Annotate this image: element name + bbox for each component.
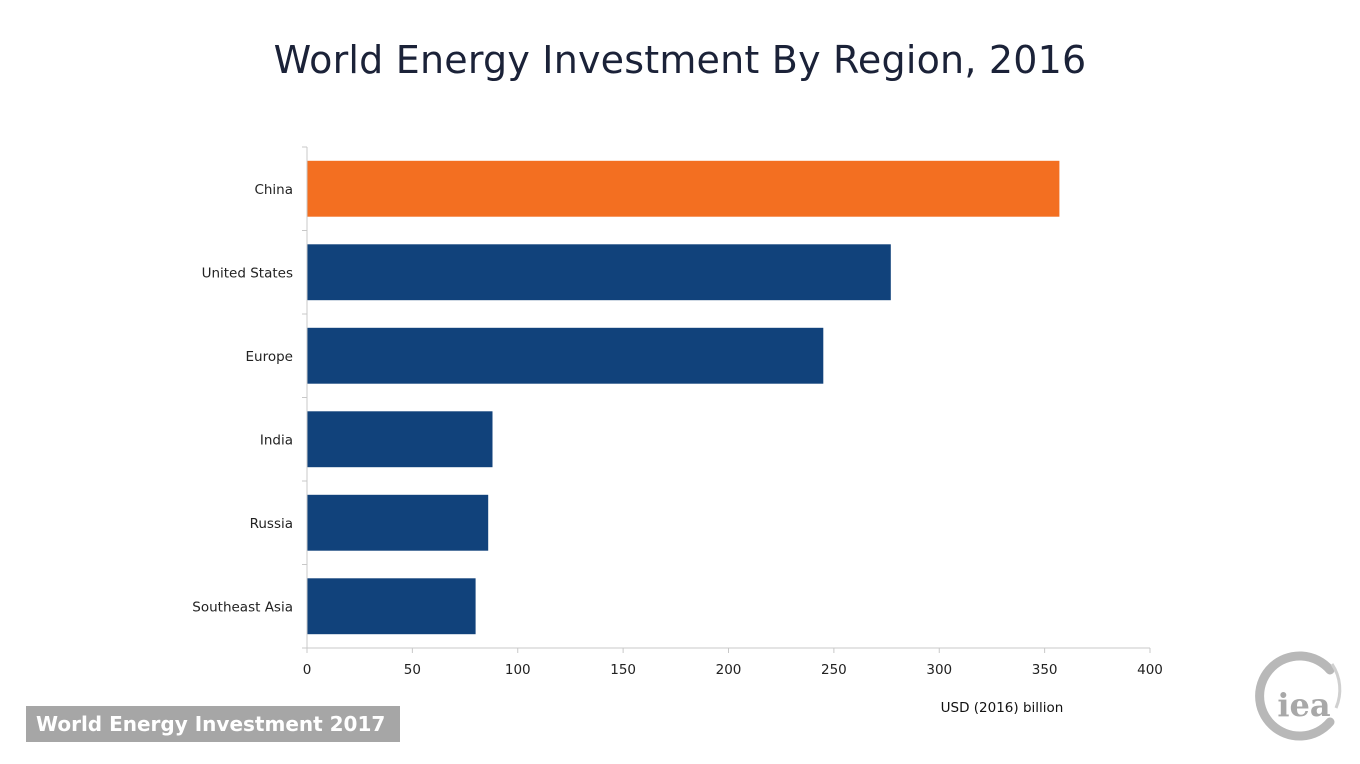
x-tick-label: 150 xyxy=(610,662,636,678)
x-tick-label: 100 xyxy=(505,662,531,678)
bar-united-states xyxy=(307,244,891,301)
category-label: United States xyxy=(202,265,293,281)
category-label: Europe xyxy=(246,349,293,365)
tick-labels: 0 50 100 150 200 250 300 350 400 xyxy=(303,662,1163,678)
bar-russia xyxy=(307,494,489,551)
x-axis-title: USD (2016) billion xyxy=(941,700,1064,716)
category-label: Southeast Asia xyxy=(192,599,293,615)
axes-group xyxy=(302,146,1151,653)
bar-southeast-asia xyxy=(307,578,476,635)
bar-china xyxy=(307,160,1060,217)
category-label: Russia xyxy=(250,516,293,532)
logo-text: iea xyxy=(1277,686,1330,724)
x-tick-label: 300 xyxy=(926,662,952,678)
category-labels: China United States Europe India Russia South… xyxy=(192,182,293,615)
bar-india xyxy=(307,411,493,468)
chart-title: World Energy Investment By Region, 2016 xyxy=(273,38,1087,82)
category-label: India xyxy=(260,432,293,448)
x-tick-label: 200 xyxy=(716,662,742,678)
x-tick-label: 50 xyxy=(404,662,421,678)
category-label: China xyxy=(254,182,293,198)
x-tick-label: 250 xyxy=(821,662,847,678)
bar-europe xyxy=(307,327,824,384)
x-tick-label: 350 xyxy=(1032,662,1058,678)
x-tick-label: 0 xyxy=(303,662,312,678)
iea-logo: iea xyxy=(1250,648,1346,744)
report-badge: World Energy Investment 2017 xyxy=(26,706,400,742)
x-tick-label: 400 xyxy=(1137,662,1163,678)
bars-group xyxy=(307,160,1060,635)
